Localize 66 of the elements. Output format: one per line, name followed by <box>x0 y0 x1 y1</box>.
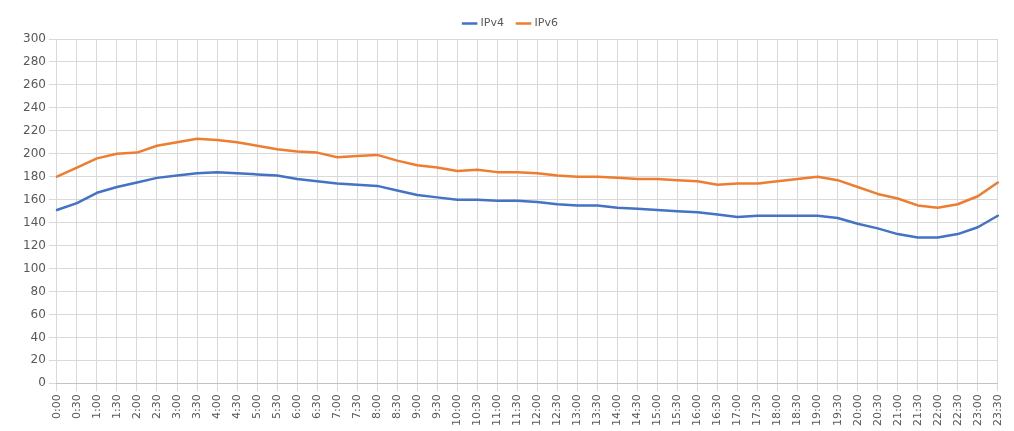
x-tick-label: 18:00 <box>770 394 784 426</box>
y-tick-label: 180 <box>23 168 46 183</box>
x-tick-label: 11:30 <box>510 394 524 426</box>
x-tick-label: 22:30 <box>950 394 964 426</box>
x-tick-label: 4:00 <box>209 394 223 419</box>
x-tick-label: 11:00 <box>490 394 504 426</box>
x-tick-label: 21:00 <box>890 394 904 426</box>
x-tick-label: 17:00 <box>730 394 744 426</box>
x-tick-label: 19:30 <box>830 394 844 426</box>
y-tick-label: 220 <box>23 122 46 137</box>
x-tick-label: 12:00 <box>530 394 544 426</box>
y-tick-label: 160 <box>23 191 46 206</box>
legend-label: IPv4 <box>480 16 504 30</box>
x-tick-label: 16:30 <box>710 394 724 426</box>
x-tick-label: 6:00 <box>289 394 303 419</box>
y-tick-label: 280 <box>23 54 46 69</box>
y-tick-label: 240 <box>23 99 46 114</box>
x-tick-label: 8:00 <box>370 394 384 419</box>
x-tick-label: 21:30 <box>910 394 924 426</box>
x-tick-label: 18:30 <box>790 394 804 426</box>
x-tick-label: 9:00 <box>410 394 424 419</box>
x-tick-label: 16:00 <box>690 394 704 426</box>
x-tick-label: 12:30 <box>550 394 564 426</box>
x-tick-label: 4:30 <box>229 394 243 419</box>
x-tick-label: 10:00 <box>450 394 464 426</box>
x-tick-label: 1:00 <box>89 394 103 419</box>
y-tick-label: 80 <box>30 283 46 298</box>
legend-label: IPv6 <box>534 16 558 30</box>
x-tick-label: 14:00 <box>610 394 624 426</box>
x-tick-label: 23:30 <box>990 394 1004 426</box>
y-tick-label: 20 <box>30 352 46 367</box>
y-tick-label: 140 <box>23 214 46 229</box>
y-tick-label: 120 <box>23 237 46 252</box>
y-tick-label: 40 <box>30 329 46 344</box>
x-tick-label: 19:00 <box>810 394 824 426</box>
x-tick-label: 5:30 <box>269 394 283 419</box>
x-tick-label: 20:30 <box>870 394 884 426</box>
x-tick-label: 13:00 <box>570 394 584 426</box>
x-tick-label: 17:30 <box>750 394 764 426</box>
y-tick-label: 100 <box>23 260 46 275</box>
x-tick-label: 22:00 <box>930 394 944 426</box>
x-tick-label: 13:30 <box>590 394 604 426</box>
x-tick-label: 6:30 <box>310 394 324 419</box>
x-tick-label: 10:30 <box>470 394 484 426</box>
x-tick-label: 15:30 <box>670 394 684 426</box>
x-tick-label: 15:00 <box>650 394 664 426</box>
x-tick-label: 8:30 <box>390 394 404 419</box>
x-tick-label: 3:00 <box>169 394 183 419</box>
y-tick-label: 60 <box>30 306 46 321</box>
x-tick-label: 0:30 <box>69 394 83 419</box>
x-tick-label: 23:00 <box>970 394 984 426</box>
y-tick-label: 200 <box>23 145 46 160</box>
x-tick-label: 1:30 <box>109 394 123 419</box>
x-tick-label: 2:00 <box>129 394 143 419</box>
x-tick-label: 20:00 <box>850 394 864 426</box>
x-tick-label: 5:00 <box>249 394 263 419</box>
y-tick-label: 300 <box>23 31 46 46</box>
x-tick-label: 7:30 <box>350 394 364 419</box>
x-tick-label: 14:30 <box>630 394 644 426</box>
x-tick-label: 0:00 <box>49 394 63 419</box>
x-tick-label: 9:30 <box>430 394 444 419</box>
x-tick-label: 3:30 <box>189 394 203 419</box>
y-tick-label: 0 <box>38 375 46 390</box>
y-tick-label: 260 <box>23 77 46 92</box>
x-tick-label: 2:30 <box>149 394 163 419</box>
x-tick-label: 7:00 <box>330 394 344 419</box>
